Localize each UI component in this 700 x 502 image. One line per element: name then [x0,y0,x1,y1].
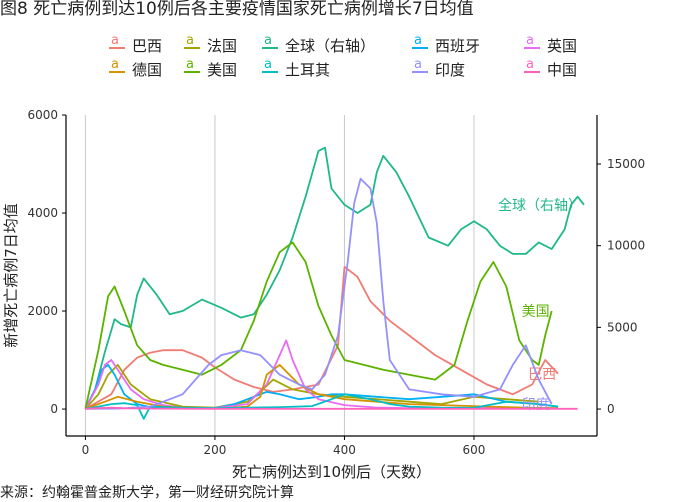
source-note: 来源：约翰霍普金斯大学，第一财经研究院计算 [0,485,294,501]
chart-title: 图8 死亡病例到达10例后各主要疫情国家死亡病例增长7日均值 [0,0,474,19]
x-axis-title: 死亡病例达到10例后（天数） [232,463,431,481]
y-tick-label: 4000 [27,206,58,220]
legend-item: a 印度 [411,58,523,80]
legend-swatch: a [411,34,429,52]
legend-swatch: a [183,58,201,76]
legend-label: 德国 [132,60,163,79]
legend-item: a 法国 [183,34,261,56]
y2-tick-label: 0 [607,402,615,416]
series-line-印度 [85,177,553,410]
legend-item: a 全球（右轴） [261,34,411,56]
y2-tick-label: 10000 [607,239,645,253]
legend-label: 法国 [207,36,238,55]
legend-swatch: a [108,34,126,52]
y-tick-label: 0 [50,402,58,416]
legend-label: 英国 [547,36,578,55]
series-end-label: 印度 [522,397,550,413]
series-line-中国 [85,406,578,410]
x-tick-label: 600 [463,443,486,457]
series-line-巴西 [84,265,559,410]
legend-label: 印度 [435,60,466,79]
legend-item: a 巴西 [108,34,183,56]
legend: a 巴西 a 法国 a 全球（右轴） a 西班牙 a 英国 a 德国 a 美国 a 土耳其 a 印度 a 中国 [108,34,593,80]
y-tick-label: 6000 [27,108,58,122]
x-tick-label: 0 [82,443,90,457]
y2-tick-label: 5000 [607,320,638,334]
series-line-全球（右轴） [84,146,585,410]
legend-item: a 美国 [183,58,261,80]
y-tick-label: 2000 [27,304,58,318]
legend-swatch: a [523,58,541,76]
y2-tick-label: 15000 [607,157,645,171]
y-axis-title: 新增死亡病例7日均值 [2,203,20,348]
legend-item: a 中国 [523,58,593,80]
series-end-label: 美国 [522,304,550,320]
legend-label: 美国 [207,60,238,79]
series-end-label: 巴西 [528,367,556,383]
series-line-土耳其 [85,393,559,420]
legend-swatch: a [261,58,279,76]
series-line-德国 [85,363,559,410]
legend-swatch: a [261,34,279,52]
legend-label: 中国 [547,60,578,79]
series-line-法国 [84,363,539,410]
legend-label: 巴西 [132,36,163,55]
x-tick-label: 400 [333,443,356,457]
series-line-美国 [84,241,553,409]
legend-swatch: a [108,58,126,76]
series-line-西班牙 [84,363,559,410]
legend-label: 全球（右轴） [285,36,376,55]
legend-item: a 德国 [108,58,183,80]
series-end-label: 全球（右轴） [498,197,582,214]
legend-label: 西班牙 [435,36,481,55]
legend-swatch: a [411,58,429,76]
x-tick-label: 200 [203,443,226,457]
legend-swatch: a [183,34,201,52]
legend-swatch: a [523,34,541,52]
legend-item: a 英国 [523,34,593,56]
legend-item: a 土耳其 [261,58,411,80]
legend-label: 土耳其 [285,60,331,79]
legend-item: a 西班牙 [411,34,523,56]
